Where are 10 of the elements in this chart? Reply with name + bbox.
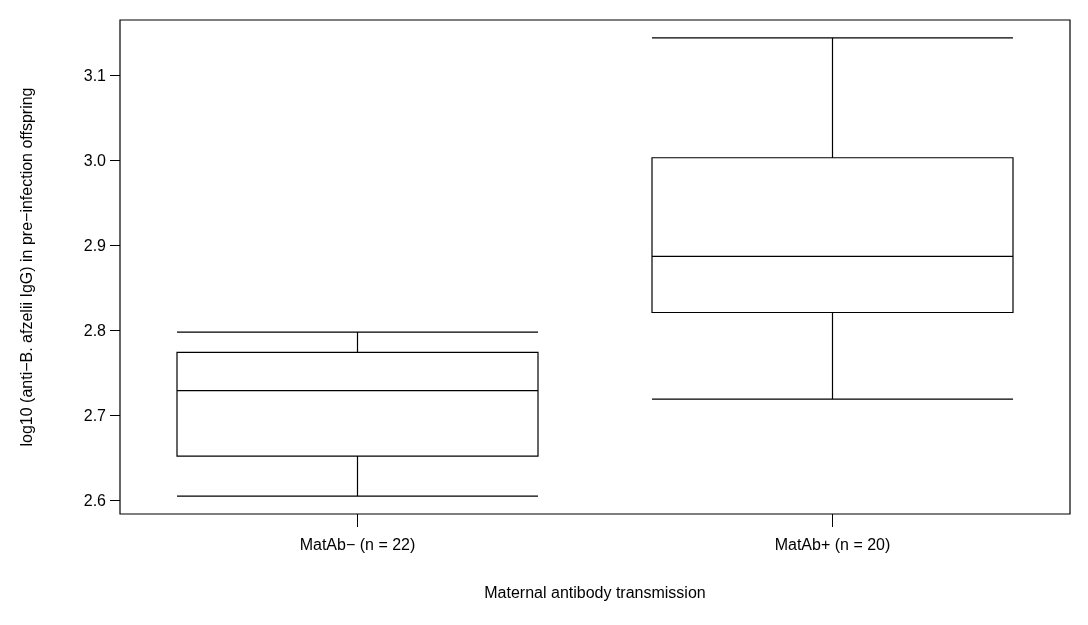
x-axis-title: Maternal antibody transmission — [484, 583, 706, 601]
x-tick-label: MatAb+ (n = 20) — [774, 535, 891, 553]
y-tick-label: 3.1 — [83, 66, 107, 84]
x-tick-label: MatAb− (n = 22) — [299, 535, 416, 553]
y-tick-label: 2.7 — [83, 406, 107, 424]
y-axis-title: log10 (anti−B. afzelii IgG) in pre−infection offspring — [17, 87, 35, 447]
y-tick-label: 2.9 — [83, 236, 107, 254]
y-tick-label: 3.0 — [83, 151, 107, 169]
y-tick-label: 2.6 — [83, 491, 107, 509]
y-tick-label: 2.8 — [83, 321, 107, 339]
